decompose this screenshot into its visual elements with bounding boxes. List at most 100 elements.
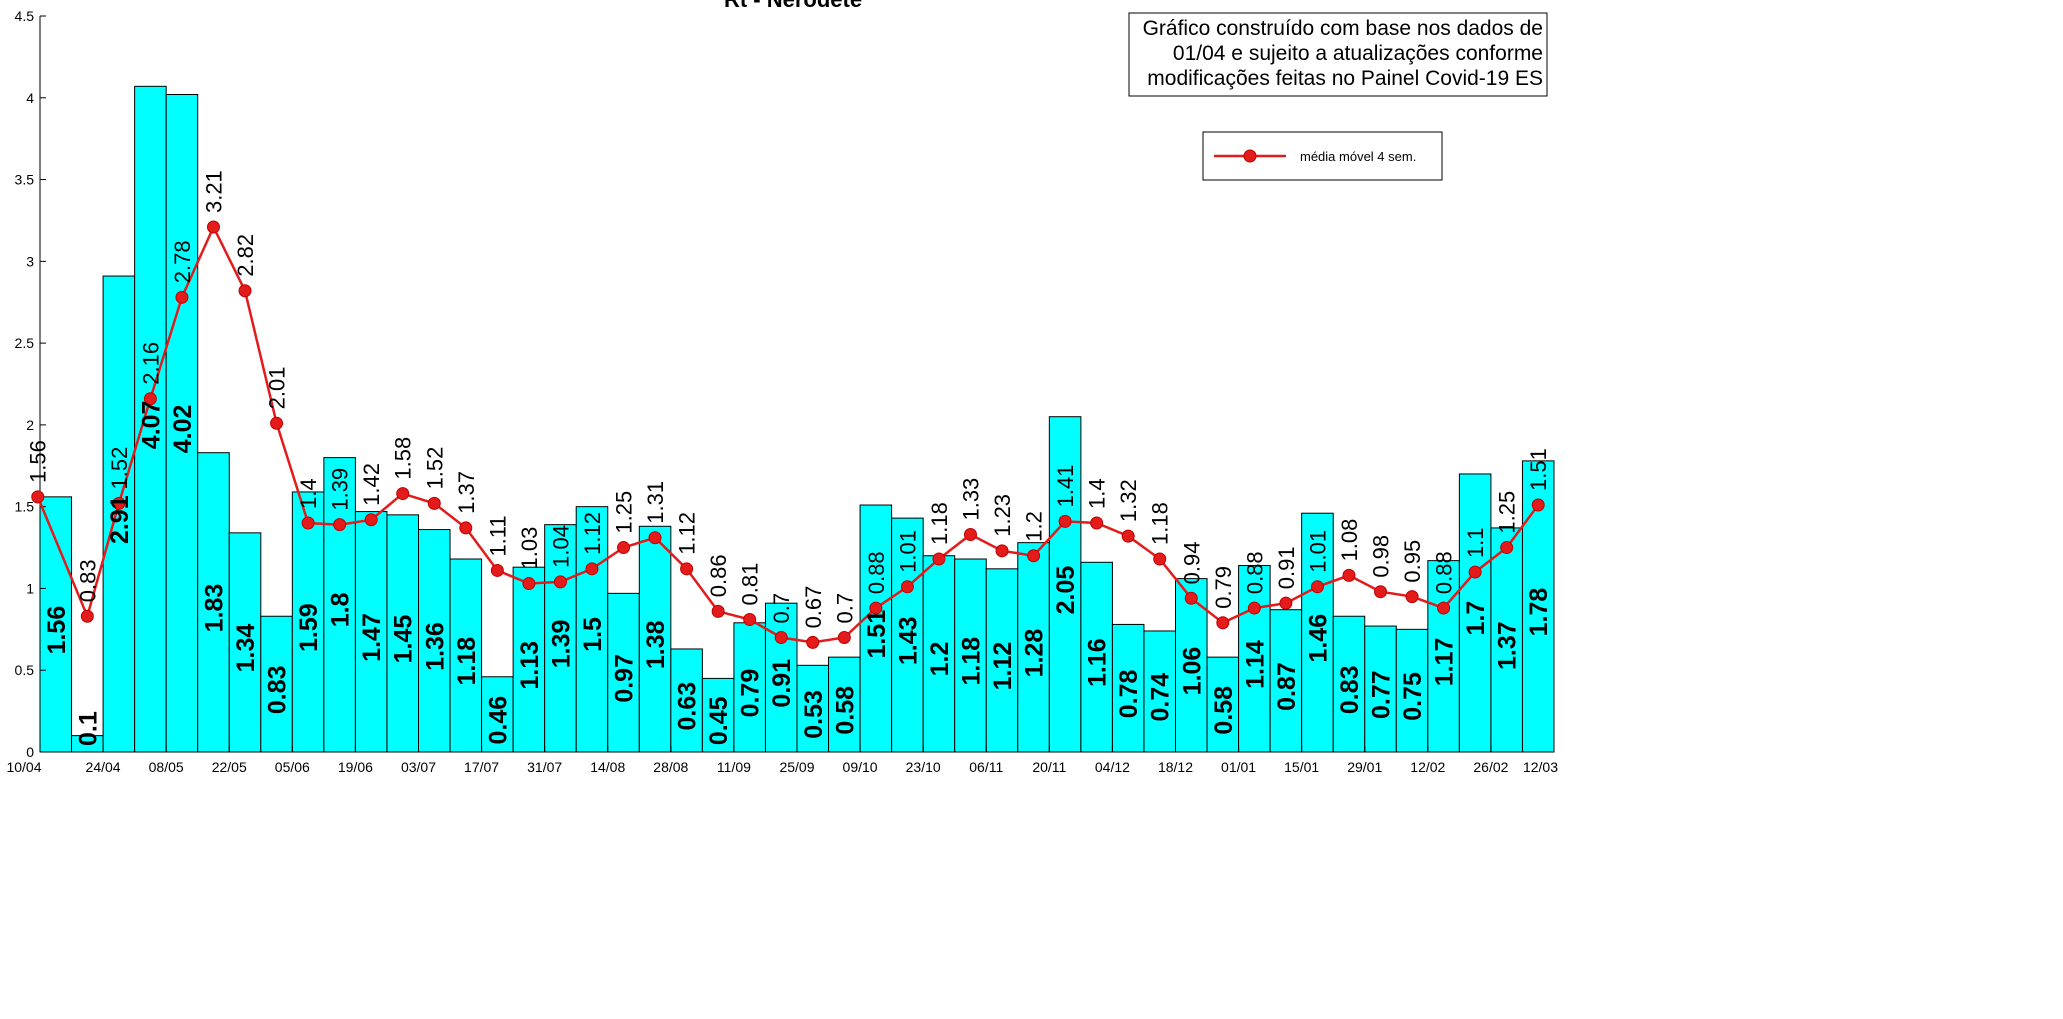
bar-21: [701, 677, 735, 753]
y-tick-label: 1: [26, 580, 34, 596]
bar-label-2: 2.91: [106, 495, 134, 544]
bar-label-35: 0.74: [1147, 673, 1175, 722]
bar-label-15: 1.13: [516, 641, 544, 690]
bar-label-9: 1.8: [327, 592, 355, 627]
ma-point-10: [364, 513, 378, 527]
bar-14: [481, 676, 514, 753]
bar-18: [607, 592, 640, 753]
bar-30: [985, 568, 1019, 753]
ma-label-3: 2.16: [138, 342, 163, 385]
ma-label-36: 0.94: [1179, 542, 1204, 585]
ma-label-43: 0.95: [1400, 540, 1425, 583]
bar-46: [1490, 527, 1523, 753]
ma-label-20: 1.12: [675, 512, 700, 555]
bar-41: [1332, 615, 1366, 753]
ma-point-21: [711, 604, 725, 618]
moving-average-layer: [31, 220, 1545, 649]
bar-17: [575, 506, 609, 753]
ma-label-10: 1.42: [359, 463, 384, 506]
ma-point-46: [1500, 541, 1514, 555]
bar-45: [1458, 473, 1492, 753]
bar-label-21: 0.45: [705, 696, 733, 745]
ma-label-46: 1.25: [1495, 491, 1520, 534]
ma-point-25: [837, 631, 851, 645]
bar-label-17: 1.5: [579, 617, 607, 652]
bar-label-11: 1.45: [390, 615, 418, 664]
x-tick-label: 24/04: [86, 759, 121, 775]
legend: média móvel 4 sem.: [1202, 131, 1443, 181]
bar-15: [512, 566, 546, 753]
ma-label-25: 0.7: [832, 593, 857, 624]
bar-label-30: 1.12: [989, 642, 1017, 691]
y-tick-label: 2.5: [15, 335, 35, 351]
bar-label-8: 1.59: [295, 603, 323, 652]
ma-label-1: 0.83: [75, 559, 100, 602]
ma-label-27: 1.01: [895, 530, 920, 573]
x-tick-label: 28/08: [653, 759, 688, 775]
ma-point-39: [1279, 596, 1293, 610]
ma-point-9: [333, 518, 347, 532]
ma-point-32: [1058, 514, 1072, 528]
bar-2: [102, 275, 136, 753]
bar-label-47: 1.78: [1525, 588, 1553, 637]
ma-point-33: [1090, 516, 1104, 530]
y-tick-label: 4: [26, 90, 34, 106]
bar-label-33: 1.16: [1084, 638, 1112, 687]
ma-point-41: [1342, 568, 1356, 582]
ma-point-37: [1216, 616, 1230, 630]
ma-point-23: [774, 631, 788, 645]
bar-label-32: 2.05: [1052, 566, 1080, 615]
x-tick-label: 17/07: [464, 759, 499, 775]
y-tick-label: 2: [26, 417, 34, 433]
x-tick-label: 19/06: [338, 759, 373, 775]
ma-point-20: [680, 562, 694, 576]
ma-point-5: [206, 220, 220, 234]
bar-label-14: 0.46: [484, 696, 512, 745]
x-tick-label: 26/02: [1473, 759, 1508, 775]
ma-label-4: 2.78: [170, 240, 195, 283]
data-labels-layer: 1.560.12.914.07 4.021.831.340.831.59 1.81.…: [26, 170, 1553, 746]
ma-label-0: 1.56: [26, 440, 51, 483]
ma-point-34: [1121, 529, 1135, 543]
x-tick-label: 03/07: [401, 759, 436, 775]
ma-point-17: [585, 562, 599, 576]
x-tick-label: 05/06: [275, 759, 310, 775]
bar-label-23: 0.91: [768, 659, 796, 708]
ma-label-7: 2.01: [265, 367, 290, 410]
y-tick-label: 0: [26, 744, 34, 760]
x-tick-label: 23/10: [906, 759, 941, 775]
bar-24: [796, 664, 830, 753]
ma-label-34: 1.32: [1116, 479, 1141, 522]
bar-label-0: 1.56: [43, 606, 71, 655]
bar-39: [1269, 609, 1303, 753]
x-tick-label: 12/02: [1410, 759, 1445, 775]
bar-label-25: 0.58: [831, 686, 859, 735]
ma-label-40: 1.01: [1305, 530, 1330, 573]
ma-label-31: 1.2: [1022, 511, 1047, 542]
ma-point-1: [80, 609, 94, 623]
x-tick-label: 09/10: [843, 759, 878, 775]
bar-43: [1395, 628, 1429, 753]
ma-point-24: [806, 635, 820, 649]
bars-layer: [39, 85, 1555, 753]
ma-label-23: 0.7: [769, 593, 794, 624]
bar-26: [859, 504, 893, 753]
ma-label-16: 1.04: [548, 525, 573, 568]
ma-label-32: 1.41: [1053, 465, 1078, 508]
bar-label-6: 1.34: [232, 624, 260, 673]
y-tick-label: 4.5: [15, 8, 35, 24]
ma-label-35: 1.18: [1148, 502, 1173, 545]
ma-point-27: [900, 580, 914, 594]
bar-38: [1238, 565, 1271, 753]
bar-label-29: 1.18: [958, 637, 986, 686]
ma-point-29: [963, 527, 977, 541]
legend-entry-moving-average: média móvel 4 sem.: [1300, 149, 1416, 164]
bar-16: [544, 524, 577, 753]
bar-label-19: 1.38: [642, 620, 670, 669]
bar-3: [134, 85, 167, 753]
annotation-box: Gráfico construído com base nos dados de…: [1128, 12, 1548, 97]
ma-label-8: 1.4: [296, 478, 321, 509]
ma-label-47: 1.51: [1526, 448, 1551, 491]
y-tick-label: 0.5: [15, 662, 35, 678]
